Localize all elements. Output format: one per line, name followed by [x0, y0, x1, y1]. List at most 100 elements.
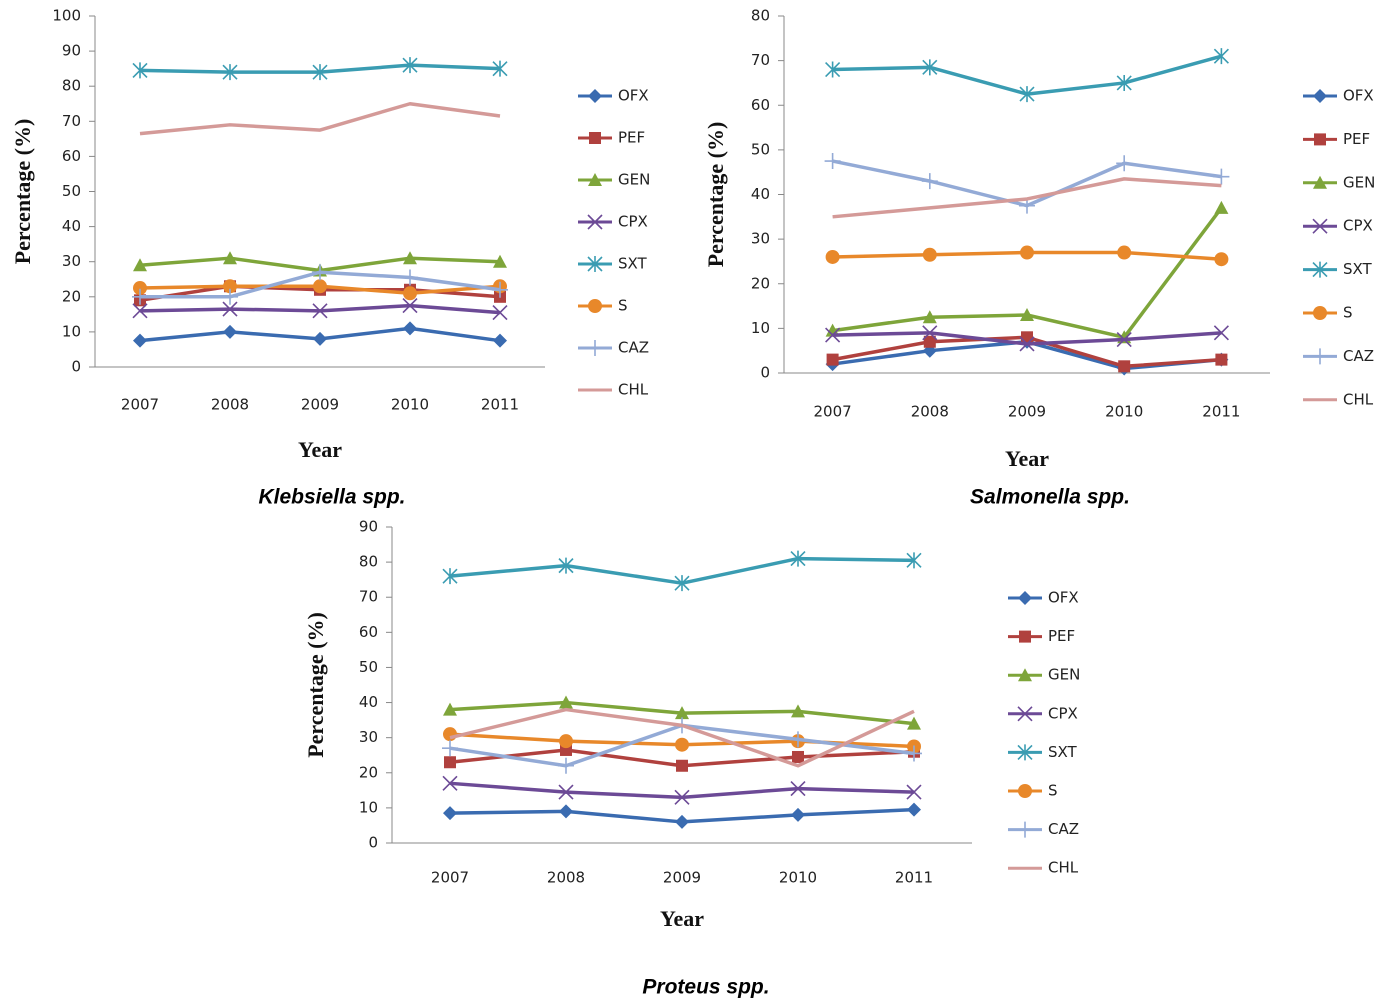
data-point	[922, 247, 937, 262]
data-point	[675, 737, 689, 752]
data-point	[1215, 353, 1228, 366]
legend-marker	[1018, 668, 1032, 682]
data-point	[223, 251, 237, 265]
y-tick-label: 60	[751, 96, 770, 114]
x-tick-label: 2011	[1202, 403, 1240, 421]
x-axis-label: Year	[1005, 446, 1049, 471]
data-point	[313, 279, 327, 294]
x-tick-label: 2011	[895, 869, 933, 887]
data-point	[443, 702, 457, 716]
legend-marker	[1019, 630, 1031, 643]
data-point	[312, 303, 328, 319]
data-point	[559, 695, 573, 709]
data-point	[132, 288, 148, 305]
data-point	[559, 804, 573, 819]
data-point	[132, 62, 148, 79]
legend-label: GEN	[1343, 173, 1375, 191]
legend-label: S	[1343, 304, 1353, 322]
y-tick-label: 80	[359, 553, 378, 571]
data-point	[1019, 336, 1035, 352]
legend-label: CAZ	[1343, 347, 1374, 365]
legend-label: CPX	[1048, 704, 1078, 722]
legend-marker	[589, 132, 601, 144]
data-point	[1116, 155, 1133, 172]
data-point	[906, 745, 922, 762]
legend-label: CHL	[1048, 859, 1079, 877]
y-tick-label: 10	[751, 319, 770, 337]
data-point	[923, 335, 936, 348]
data-point	[921, 173, 938, 190]
data-point	[790, 550, 806, 567]
legend-label: CPX	[1343, 217, 1373, 235]
y-tick-label: 0	[368, 834, 378, 852]
series-line	[449, 707, 915, 768]
legend-label: SXT	[1048, 743, 1078, 761]
legend-label: OFX	[1343, 87, 1374, 105]
y-tick-label: 60	[359, 623, 378, 641]
data-point	[222, 64, 238, 81]
data-point	[443, 727, 457, 742]
legend-label: SXT	[618, 255, 648, 273]
data-point	[222, 288, 238, 305]
legend-marker	[1312, 348, 1328, 365]
y-tick-label: 20	[751, 274, 770, 292]
legend-marker	[1314, 133, 1326, 146]
legend-label: PEF	[618, 129, 645, 147]
y-tick-label: 50	[751, 140, 770, 158]
legend-marker	[588, 173, 602, 186]
legend-label: OFX	[618, 87, 649, 105]
x-tick-label: 2011	[481, 396, 519, 414]
data-point	[403, 251, 417, 265]
data-point	[403, 286, 417, 301]
data-point	[492, 281, 508, 298]
data-point	[906, 784, 922, 800]
data-point	[1117, 245, 1132, 260]
data-point	[1213, 48, 1229, 65]
data-point	[133, 333, 147, 348]
legend-marker	[1018, 784, 1032, 798]
legend-marker	[1017, 821, 1033, 838]
y-tick-label: 60	[62, 147, 81, 165]
data-point	[1116, 74, 1132, 91]
data-point	[675, 814, 689, 829]
y-axis-label: Percentage (%)	[703, 122, 728, 268]
data-point	[922, 59, 938, 76]
data-point	[133, 281, 147, 296]
data-point	[313, 331, 327, 346]
legend-label: CHL	[618, 381, 649, 399]
legend-marker	[588, 89, 602, 103]
legend-marker	[1018, 591, 1032, 605]
data-point	[824, 153, 841, 170]
data-point	[559, 734, 573, 749]
data-point	[792, 750, 804, 763]
data-point	[676, 759, 688, 772]
data-point	[402, 57, 418, 74]
y-tick-label: 80	[751, 7, 770, 25]
data-point	[791, 807, 805, 822]
legend-marker	[1017, 706, 1033, 722]
y-tick-label: 30	[751, 230, 770, 248]
data-point	[790, 731, 806, 748]
x-tick-label: 2008	[547, 869, 585, 887]
legend-marker	[1312, 218, 1328, 234]
data-point	[444, 756, 456, 769]
data-point	[222, 301, 238, 317]
data-point	[675, 706, 689, 720]
legend-marker	[588, 299, 602, 313]
data-point	[1020, 307, 1034, 321]
data-point	[1214, 200, 1229, 214]
y-tick-label: 50	[359, 658, 378, 676]
data-point	[825, 61, 841, 78]
y-tick-label: 10	[359, 798, 378, 816]
chart-title: Proteus spp.	[642, 976, 769, 999]
legend-label: CAZ	[1048, 820, 1079, 838]
legend-label: CPX	[618, 213, 648, 231]
chart-title: Salmonella spp.	[970, 486, 1130, 509]
data-point	[492, 60, 508, 77]
series-line	[832, 177, 1222, 219]
x-tick-label: 2007	[121, 396, 159, 414]
data-point	[558, 784, 574, 800]
data-point	[1213, 325, 1229, 341]
legend-label: CHL	[1343, 390, 1374, 408]
